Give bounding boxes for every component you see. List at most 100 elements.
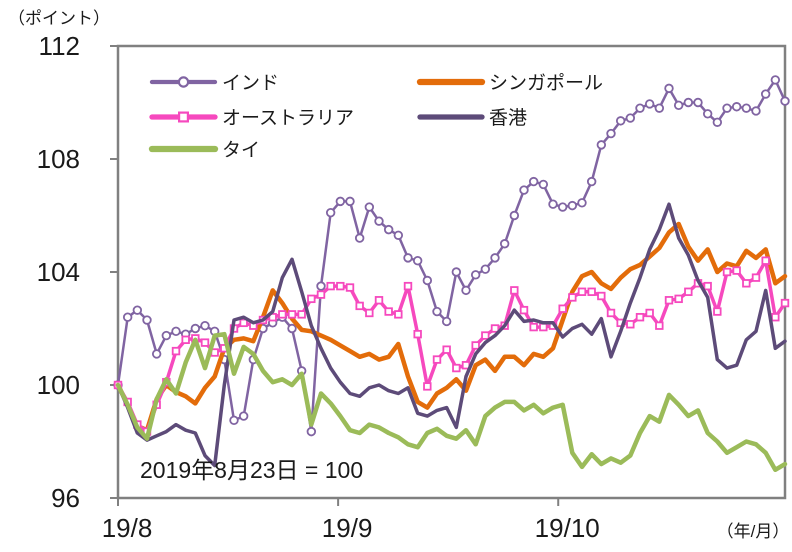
marker-square-australia bbox=[587, 287, 596, 296]
series-singapore bbox=[115, 221, 788, 433]
marker-square-australia bbox=[307, 294, 316, 304]
marker-square-australia bbox=[529, 322, 538, 332]
marker-circle-india bbox=[557, 202, 568, 212]
marker-circle-india bbox=[171, 326, 181, 337]
y-tick-label-3: 100 bbox=[37, 370, 80, 400]
marker-circle-india bbox=[702, 109, 713, 119]
series-india-line bbox=[116, 78, 787, 433]
marker-circle-india bbox=[654, 103, 665, 113]
marker-circle-india bbox=[374, 216, 384, 226]
marker-circle-india bbox=[432, 306, 442, 317]
marker-square-australia bbox=[452, 363, 461, 373]
marker-circle-india bbox=[509, 210, 520, 221]
marker-square-australia bbox=[355, 301, 364, 311]
marker-square-australia bbox=[713, 307, 722, 316]
marker-square-australia bbox=[568, 293, 577, 302]
marker-square-australia bbox=[606, 308, 616, 318]
marker-square-australia bbox=[374, 296, 384, 305]
legend-label-india: インド bbox=[222, 73, 279, 94]
marker-circle-india bbox=[161, 330, 172, 341]
marker-circle-india bbox=[548, 199, 558, 209]
marker-circle-india bbox=[403, 253, 413, 263]
marker-circle-india bbox=[586, 176, 597, 187]
marker-square-australia bbox=[645, 308, 654, 318]
marker-square-australia bbox=[732, 266, 741, 275]
marker-square-australia bbox=[345, 283, 355, 292]
marker-circle-india bbox=[625, 113, 636, 123]
marker-circle-india bbox=[635, 103, 645, 113]
marker-circle-india bbox=[722, 103, 732, 113]
marker-square-australia bbox=[200, 338, 210, 347]
marker-square-australia bbox=[403, 281, 413, 291]
marker-circle-india bbox=[770, 75, 781, 85]
marker-square-australia bbox=[703, 281, 712, 291]
marker-square-australia bbox=[326, 281, 335, 291]
y-tick-label-1: 108 bbox=[37, 144, 80, 174]
marker-square-australia bbox=[577, 287, 587, 296]
marker-circle-india bbox=[760, 89, 771, 99]
x-tick-label-0: 19/8 bbox=[102, 513, 153, 543]
marker-circle-india bbox=[499, 239, 510, 249]
marker-circle-india bbox=[596, 140, 607, 150]
marker-square-australia bbox=[519, 305, 529, 315]
marker-circle-india bbox=[229, 415, 239, 426]
legend-label-singapore: シンガポール bbox=[489, 72, 603, 94]
marker-square-australia bbox=[316, 290, 326, 299]
marker-circle-india bbox=[741, 103, 752, 113]
legend-label-australia: オーストラリア bbox=[222, 108, 354, 129]
marker-circle-india bbox=[354, 233, 365, 243]
marker-circle-india bbox=[673, 100, 684, 111]
legend-item-india: インド bbox=[149, 73, 279, 94]
marker-circle-india bbox=[142, 315, 152, 325]
x-tick-label-2: 19/10 bbox=[535, 513, 600, 543]
series-australia bbox=[113, 256, 790, 436]
marker-square-australia bbox=[539, 322, 548, 332]
marker-square-australia bbox=[742, 279, 751, 288]
marker-square-australia bbox=[413, 329, 422, 339]
marker-square-australia bbox=[384, 307, 393, 316]
marker-circle-india bbox=[683, 97, 694, 108]
marker-square-australia bbox=[761, 256, 770, 265]
marker-circle-india bbox=[306, 426, 317, 437]
marker-circle-india bbox=[664, 83, 674, 94]
marker-circle-india bbox=[693, 97, 703, 108]
marker-circle-india bbox=[393, 230, 404, 240]
marker-circle-india bbox=[190, 323, 201, 334]
y-tick-label-4: 96 bbox=[51, 483, 80, 513]
marker-circle-india bbox=[780, 96, 790, 106]
x-axis-unit-label: （年/月） bbox=[717, 522, 790, 541]
marker-circle-india bbox=[606, 128, 616, 139]
marker-square-australia bbox=[239, 318, 248, 328]
marker-square-australia bbox=[394, 310, 403, 319]
marker-circle-india bbox=[577, 198, 587, 208]
marker-square-australia bbox=[674, 294, 683, 304]
y-axis-unit-label: （ポイント） bbox=[8, 9, 110, 28]
marker-square-australia bbox=[684, 287, 693, 296]
marker-square-australia bbox=[297, 310, 306, 319]
x-tick-label-1: 19/9 bbox=[322, 513, 373, 543]
legend-item-hongkong: 香港 bbox=[417, 107, 527, 129]
marker-square-australia bbox=[490, 324, 500, 333]
marker-square-australia bbox=[181, 335, 190, 344]
marker-circle-india bbox=[335, 196, 346, 207]
series-thailand-line bbox=[115, 331, 788, 473]
marker-square-australia bbox=[278, 310, 287, 319]
legend-item-thailand: タイ bbox=[148, 139, 260, 161]
marker-square-australia bbox=[471, 341, 480, 350]
marker-square-australia bbox=[722, 267, 732, 277]
marker-square-australia bbox=[664, 296, 674, 305]
marker-circle-india bbox=[538, 179, 549, 190]
marker-square-australia bbox=[771, 312, 780, 322]
marker-circle-india bbox=[480, 264, 491, 274]
marker-circle-india bbox=[751, 106, 761, 116]
legend-marker-circle-india bbox=[177, 76, 190, 88]
marker-circle-india bbox=[461, 285, 471, 296]
marker-circle-india bbox=[325, 207, 336, 218]
marker-circle-india bbox=[151, 349, 162, 359]
y-tick-label-0: 112 bbox=[39, 31, 80, 61]
legend-label-thailand: タイ bbox=[222, 139, 260, 161]
marker-square-australia bbox=[626, 320, 635, 329]
